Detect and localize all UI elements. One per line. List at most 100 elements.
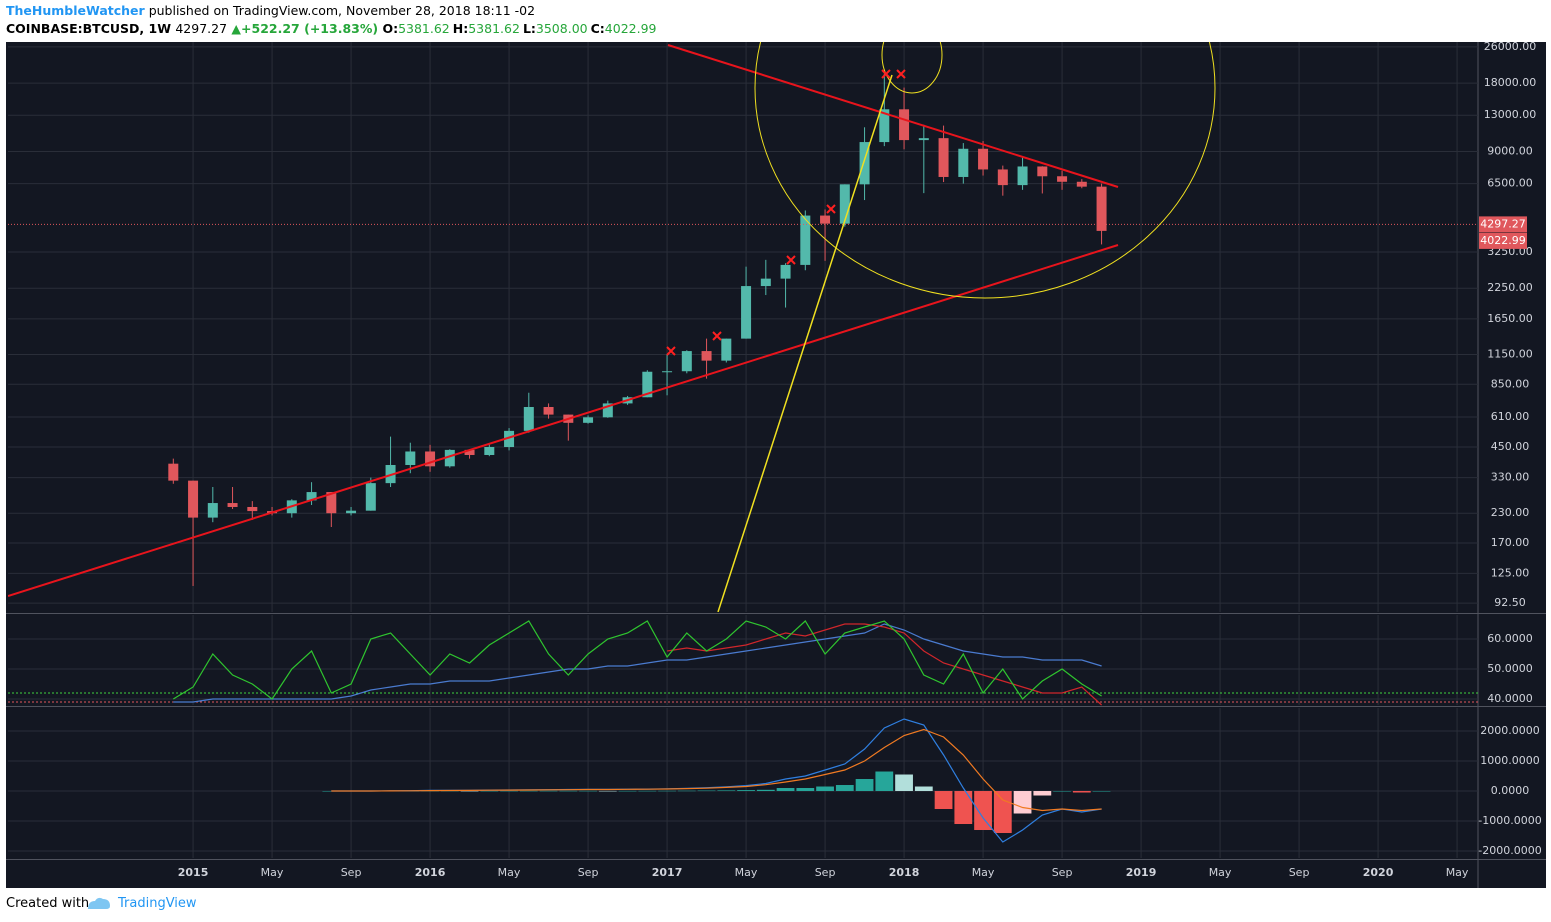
candle-body	[938, 138, 949, 177]
candle-body	[583, 417, 594, 423]
histogram-bar	[480, 790, 499, 792]
histogram-bar	[875, 771, 894, 792]
candle-body	[642, 371, 653, 398]
y-tick-label: 330.00	[1491, 471, 1530, 484]
x-tick-label: Sep	[1052, 866, 1073, 879]
ohlc-value: 5381.62	[468, 21, 520, 36]
y-tick-label: 50.0000	[1487, 662, 1533, 675]
y-tick-label: -2000.0000	[1478, 844, 1541, 857]
symbol: COINBASE:BTCUSD, 1W	[6, 21, 171, 36]
y-tick-label: 230.00	[1491, 506, 1530, 519]
y-tick-label: 125.00	[1491, 566, 1530, 579]
histogram-bar	[914, 786, 933, 792]
x-tick-label: 2019	[1126, 866, 1157, 879]
candle-body	[405, 451, 416, 465]
candle-body	[346, 510, 357, 514]
candle-body	[326, 492, 337, 514]
histogram-bar	[717, 790, 736, 792]
x-tick-label: May	[972, 866, 995, 879]
candle-body	[1096, 186, 1107, 231]
x-tick-label: 2015	[178, 866, 209, 879]
candle-body	[188, 480, 199, 518]
histogram-bar	[1072, 791, 1091, 793]
price-label: 4297.27	[1480, 217, 1526, 230]
candle-body	[484, 447, 495, 455]
histogram-bar	[579, 790, 597, 792]
price: 4297.27	[175, 21, 228, 36]
candle-body	[780, 264, 791, 279]
drawings	[8, 42, 1216, 612]
candle-body	[1076, 181, 1087, 187]
histogram-bar	[1033, 791, 1052, 796]
y-tick-label: 450.00	[1491, 440, 1530, 453]
ohlc-label: L:	[522, 21, 536, 36]
y-tick-label: 170.00	[1491, 536, 1530, 549]
publish-line: TheHumbleWatcher published on TradingVie…	[6, 3, 535, 18]
price-label: 4022.99	[1480, 234, 1526, 247]
author[interactable]: TheHumbleWatcher	[6, 3, 145, 18]
candle-body	[978, 148, 989, 170]
ohlc: O:5381.62 H:5381.62 L:3508.00 C:4022.99	[382, 21, 659, 36]
candle-body	[918, 138, 929, 141]
candle-body	[958, 148, 969, 177]
candle-body	[839, 184, 850, 224]
candle-body	[899, 109, 910, 141]
histogram-bar	[816, 786, 834, 792]
x-tick-label: Sep	[815, 866, 836, 879]
y-tick-label: 18000.00	[1484, 76, 1537, 89]
y-tick-label: 60.0000	[1487, 632, 1533, 645]
x-tick-label: 2016	[415, 866, 446, 879]
y-tick-label: 850.00	[1491, 377, 1530, 390]
histogram-bar	[677, 790, 696, 792]
histogram-bar	[598, 790, 617, 792]
candle-body	[1057, 176, 1068, 182]
brand[interactable]: TradingView	[118, 896, 197, 911]
markers	[666, 69, 906, 356]
candle-body	[997, 169, 1008, 186]
histogram-bar	[1013, 791, 1032, 814]
y-tick-label: 6500.00	[1487, 177, 1533, 190]
y-tick-label: 0.0000	[1491, 784, 1530, 797]
histogram-bar	[776, 788, 795, 792]
ohlc-label: C:	[590, 21, 605, 36]
change-value: +522.27 (+13.83%)	[241, 21, 379, 36]
chart: 26000.0018000.0013000.009000.006500.0032…	[0, 40, 1551, 892]
candle-body	[662, 371, 673, 373]
candle-body	[602, 403, 613, 418]
histogram-bar	[500, 790, 518, 792]
y-tick-label: 610.00	[1491, 410, 1530, 423]
histogram-bar	[934, 791, 953, 810]
y-tick-label: 2250.00	[1487, 281, 1533, 294]
fib-circle	[881, 42, 943, 94]
candle-body	[464, 449, 475, 455]
candle-body	[247, 506, 258, 512]
x-tick-label: May	[1209, 866, 1232, 879]
x-tick-label: Sep	[341, 866, 362, 879]
x-tick-label: May	[498, 866, 521, 879]
histogram-bar	[658, 790, 676, 792]
symbol-line: COINBASE:BTCUSD, 1W 4297.27 ▲+522.27 (+1…	[6, 21, 660, 36]
candle-body	[523, 407, 534, 431]
candle-body	[1037, 166, 1048, 177]
candle-body	[365, 483, 376, 511]
y-tick-label: 40.0000	[1487, 692, 1533, 705]
trend-line	[667, 44, 1119, 188]
x-tick-label: 2018	[889, 866, 920, 879]
logo	[88, 897, 110, 909]
y-tick-label: 26000.00	[1484, 40, 1537, 53]
y-tick-label: -1000.0000	[1478, 814, 1541, 827]
x-tick-label: Sep	[578, 866, 599, 879]
ohlc-label: O:	[382, 21, 399, 36]
candle-body	[721, 338, 732, 361]
series-line	[667, 623, 1103, 706]
ohlc-value: 3508.00	[535, 21, 588, 36]
histogram-bar	[519, 790, 538, 792]
x-tick-label: 2017	[652, 866, 683, 879]
x-tick-label: Sep	[1289, 866, 1310, 879]
histogram-bar	[835, 785, 854, 792]
chart-bg	[6, 42, 1546, 888]
candle-body	[425, 451, 436, 467]
candle-body	[504, 430, 515, 448]
ohlc-value: 5381.62	[398, 21, 450, 36]
candle-body	[741, 286, 752, 339]
